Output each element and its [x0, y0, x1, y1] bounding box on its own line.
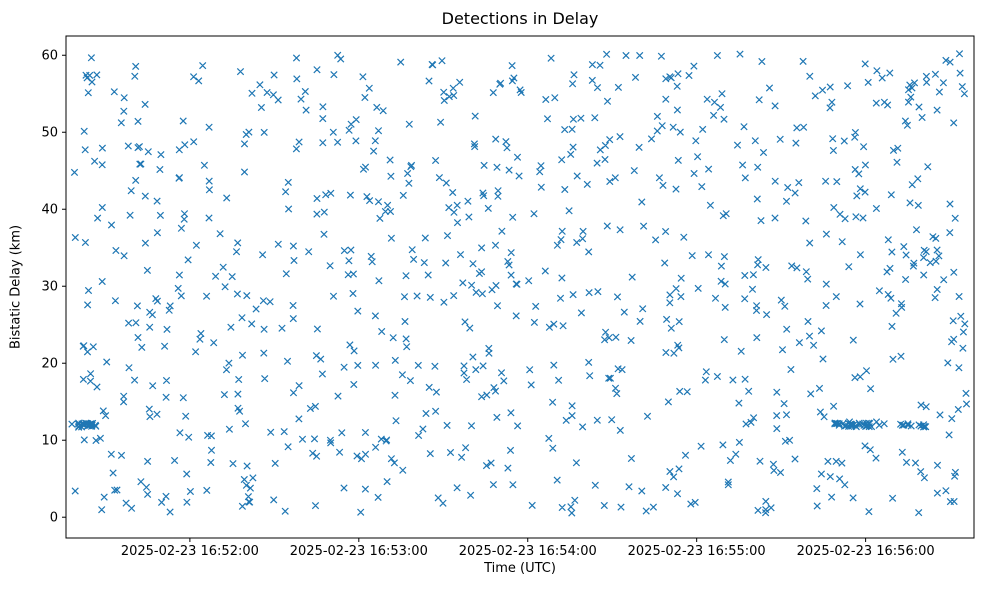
scatter-markers	[68, 50, 971, 517]
x-tick-label: 2025-02-23 16:53:00	[290, 544, 428, 559]
x-tick-label: 2025-02-23 16:56:00	[797, 544, 935, 559]
chart-title: Detections in Delay	[441, 9, 599, 28]
y-tick-label: 20	[41, 357, 58, 372]
x-tick-label: 2025-02-23 16:55:00	[628, 544, 766, 559]
y-tick-label: 30	[41, 280, 58, 295]
y-tick-label: 60	[41, 49, 58, 64]
y-tick-label: 40	[41, 203, 58, 218]
x-axis-label: Time (UTC)	[484, 561, 556, 576]
y-axis-label: Bistatic Delay (km)	[8, 224, 24, 350]
x-tick-label: 2025-02-23 16:52:00	[121, 544, 259, 559]
y-tick-label: 50	[41, 126, 58, 141]
y-tick-label: 10	[41, 434, 58, 449]
x-tick-label: 2025-02-23 16:54:00	[459, 544, 597, 559]
y-tick-label: 0	[50, 511, 58, 526]
axes-box	[65, 35, 975, 539]
